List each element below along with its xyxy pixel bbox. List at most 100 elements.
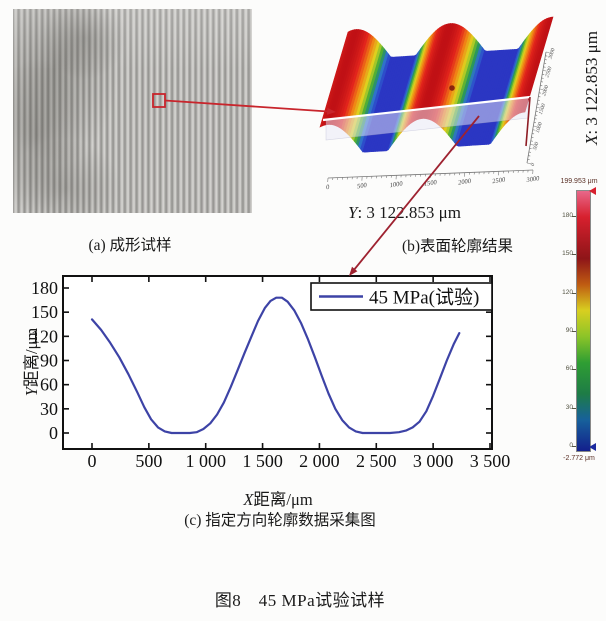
colorbar-tick-dash	[572, 254, 576, 256]
y-tick-label: 180	[31, 278, 58, 298]
tick	[530, 144, 534, 146]
tick	[540, 81, 544, 83]
panel-c-caption: (c) 指定方向轮廓数据采集图	[184, 512, 376, 529]
profile-curve	[90, 296, 461, 435]
chart-ticks: 0 500 1 000 1 500 2 000 2 500 3 000 3 500 0 30 60 9…	[31, 276, 510, 471]
surface-x-tick-label: 0	[326, 184, 331, 191]
colorbar-tick-dash	[572, 446, 576, 448]
surface-axes: 0 500 1000 1500 2000 2500 3000 0 500 1000 1500 2000…	[326, 47, 557, 191]
x-tick-label: 0	[88, 451, 97, 471]
surface-x-tick-label: 500	[357, 182, 368, 190]
surface-y-tick-label: 0	[530, 162, 537, 167]
section-line	[322, 95, 531, 122]
x-tick-label: 2 500	[356, 451, 397, 471]
y-tick-label: 0	[49, 423, 58, 443]
arrow-surface-to-chart	[352, 115, 480, 272]
section-plane-edge	[525, 96, 531, 147]
colorbar-tick-label: 120	[562, 288, 573, 296]
surface-x-tick-label: 3000	[525, 175, 541, 184]
y-tick-label: 150	[31, 302, 58, 322]
tick	[531, 133, 535, 135]
x-tick-label: 1 500	[242, 451, 283, 471]
surface-3d-plot: 0 500 1000 1500 2000 2500 3000 0 500 1000 1500 2000…	[319, 16, 557, 191]
colorbar-tick-dash	[572, 215, 576, 217]
colorbar-tick-label: 180	[562, 211, 573, 219]
colorbar-min-label: -2.772 μm	[563, 455, 595, 462]
colorbar-tick-dash	[572, 331, 576, 333]
tick	[531, 136, 534, 138]
tick	[527, 159, 530, 161]
y-tick-label: 90	[40, 351, 58, 371]
legend-label: 45 MPa(试验)	[369, 287, 479, 309]
surface-y-axis-letter: Y	[347, 203, 358, 222]
tick	[534, 118, 537, 120]
tick	[529, 147, 532, 149]
tick	[542, 70, 547, 72]
tick	[532, 129, 535, 131]
tick	[533, 125, 537, 127]
tick	[543, 66, 546, 68]
surface-y-tick-label: 1500	[538, 103, 547, 116]
tick	[545, 55, 548, 57]
tick	[535, 110, 538, 112]
chart-x-axis-label: X距离/μm	[178, 486, 378, 510]
tick	[538, 92, 542, 94]
surface-y-tick-label: 2000	[541, 84, 550, 97]
colorbar-bottom-marker-icon	[589, 443, 596, 451]
colorbar-tick-label: 90	[565, 327, 573, 335]
arrow-photo-to-surface	[164, 99, 329, 113]
colorbar-tick-dash	[572, 369, 576, 371]
surface-defect-spot	[449, 85, 455, 91]
profile-chart: 0 500 1 000 1 500 2 000 2 500 3 000 3 500 0 30 60 9…	[31, 275, 510, 471]
chart-legend: 45 MPa(试验)	[310, 282, 493, 311]
x-tick-label: 1 000	[185, 451, 226, 471]
surface-x-tick-label: 2000	[458, 178, 473, 187]
surface-y-axis-label: Y: 3 122.853 μm	[302, 203, 507, 223]
x-tick-label: 500	[135, 451, 162, 471]
tick	[542, 73, 545, 75]
tick	[537, 103, 540, 105]
panel-b-caption: (b)表面轮廓结果	[401, 238, 514, 255]
surface-y-axis-value: : 3 122.853 μm	[357, 203, 462, 222]
colorbar-tick-dash	[572, 292, 576, 294]
tick	[533, 122, 537, 124]
surface-y-tick-label: 3000	[547, 47, 556, 61]
colorbar-top-marker-icon	[589, 187, 596, 195]
tick	[544, 62, 547, 64]
tick	[530, 140, 533, 142]
surface-x-tick-label: 1500	[423, 179, 438, 188]
y-tick-label: 120	[31, 326, 58, 346]
tick	[545, 51, 550, 53]
tick	[535, 114, 538, 116]
tick	[540, 85, 543, 87]
tick	[544, 59, 547, 61]
surface-y-tick-label: 500	[532, 141, 540, 151]
colorbar-tick-label: 0	[555, 443, 573, 450]
colorbar-max-label: 199.953 μm	[560, 178, 598, 185]
surface-x-tick-label: 2500	[492, 176, 507, 185]
colorbar-tick-label: 30	[565, 403, 573, 411]
roi-marker-square	[152, 93, 166, 108]
x-tick-label: 2 000	[299, 451, 340, 471]
tick	[536, 107, 541, 109]
surface-y-tick-label: 2500	[544, 66, 553, 79]
tick	[537, 99, 540, 101]
panel-a-caption: (a) 成形试样	[88, 237, 172, 254]
colorbar-tick-dash	[572, 407, 576, 409]
figure-caption: 图8 45 MPa试验试样	[214, 591, 386, 610]
tick	[528, 155, 531, 157]
x-tick-label: 3 000	[413, 451, 454, 471]
surface-y-tick-label: 1000	[535, 121, 544, 134]
arrow-surface-to-chart-head	[349, 266, 358, 276]
colorbar-tick-label: 60	[565, 365, 573, 373]
tick	[539, 88, 544, 90]
specimen-photo	[13, 9, 252, 213]
tick	[528, 151, 531, 153]
tick	[538, 96, 541, 98]
chart-x-axis-letter: X	[243, 490, 254, 509]
tick	[541, 77, 544, 79]
arrow-photo-to-surface-head	[326, 107, 336, 115]
surface-x-tick-label: 1000	[389, 180, 404, 189]
y-tick-label: 30	[40, 399, 58, 419]
